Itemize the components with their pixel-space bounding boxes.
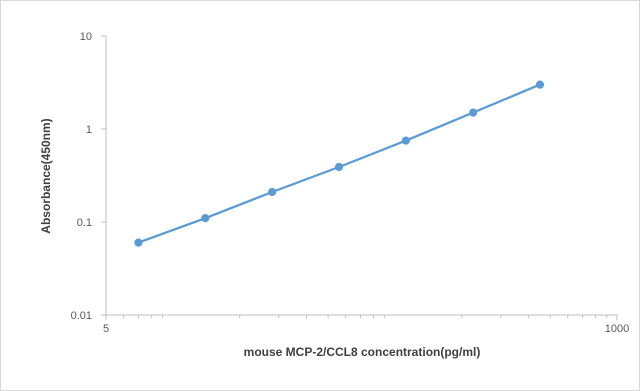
- y-tick-label: 1: [86, 124, 92, 136]
- data-point: [201, 214, 210, 223]
- series-layer: [134, 80, 545, 247]
- data-point: [134, 238, 143, 247]
- y-axis-ticks: 10 1 0.1 0.01: [71, 31, 106, 322]
- x-axis-title: mouse MCP-2/CCL8 concentration(pg/ml): [244, 345, 481, 359]
- data-point: [401, 136, 410, 145]
- y-tick-label: 0.01: [71, 310, 92, 322]
- data-point: [535, 80, 545, 89]
- y-axis-title: Absorbance(450nm): [39, 118, 53, 233]
- y-tick-label: 10: [80, 31, 92, 43]
- data-point: [469, 108, 478, 117]
- x-axis-ticks: 5 1000: [103, 315, 629, 335]
- x-tick-label: 5: [103, 323, 109, 335]
- y-tick-label: 0.1: [77, 217, 92, 229]
- data-point: [334, 162, 344, 172]
- x-tick-label: 1000: [605, 323, 629, 335]
- data-point: [268, 187, 277, 197]
